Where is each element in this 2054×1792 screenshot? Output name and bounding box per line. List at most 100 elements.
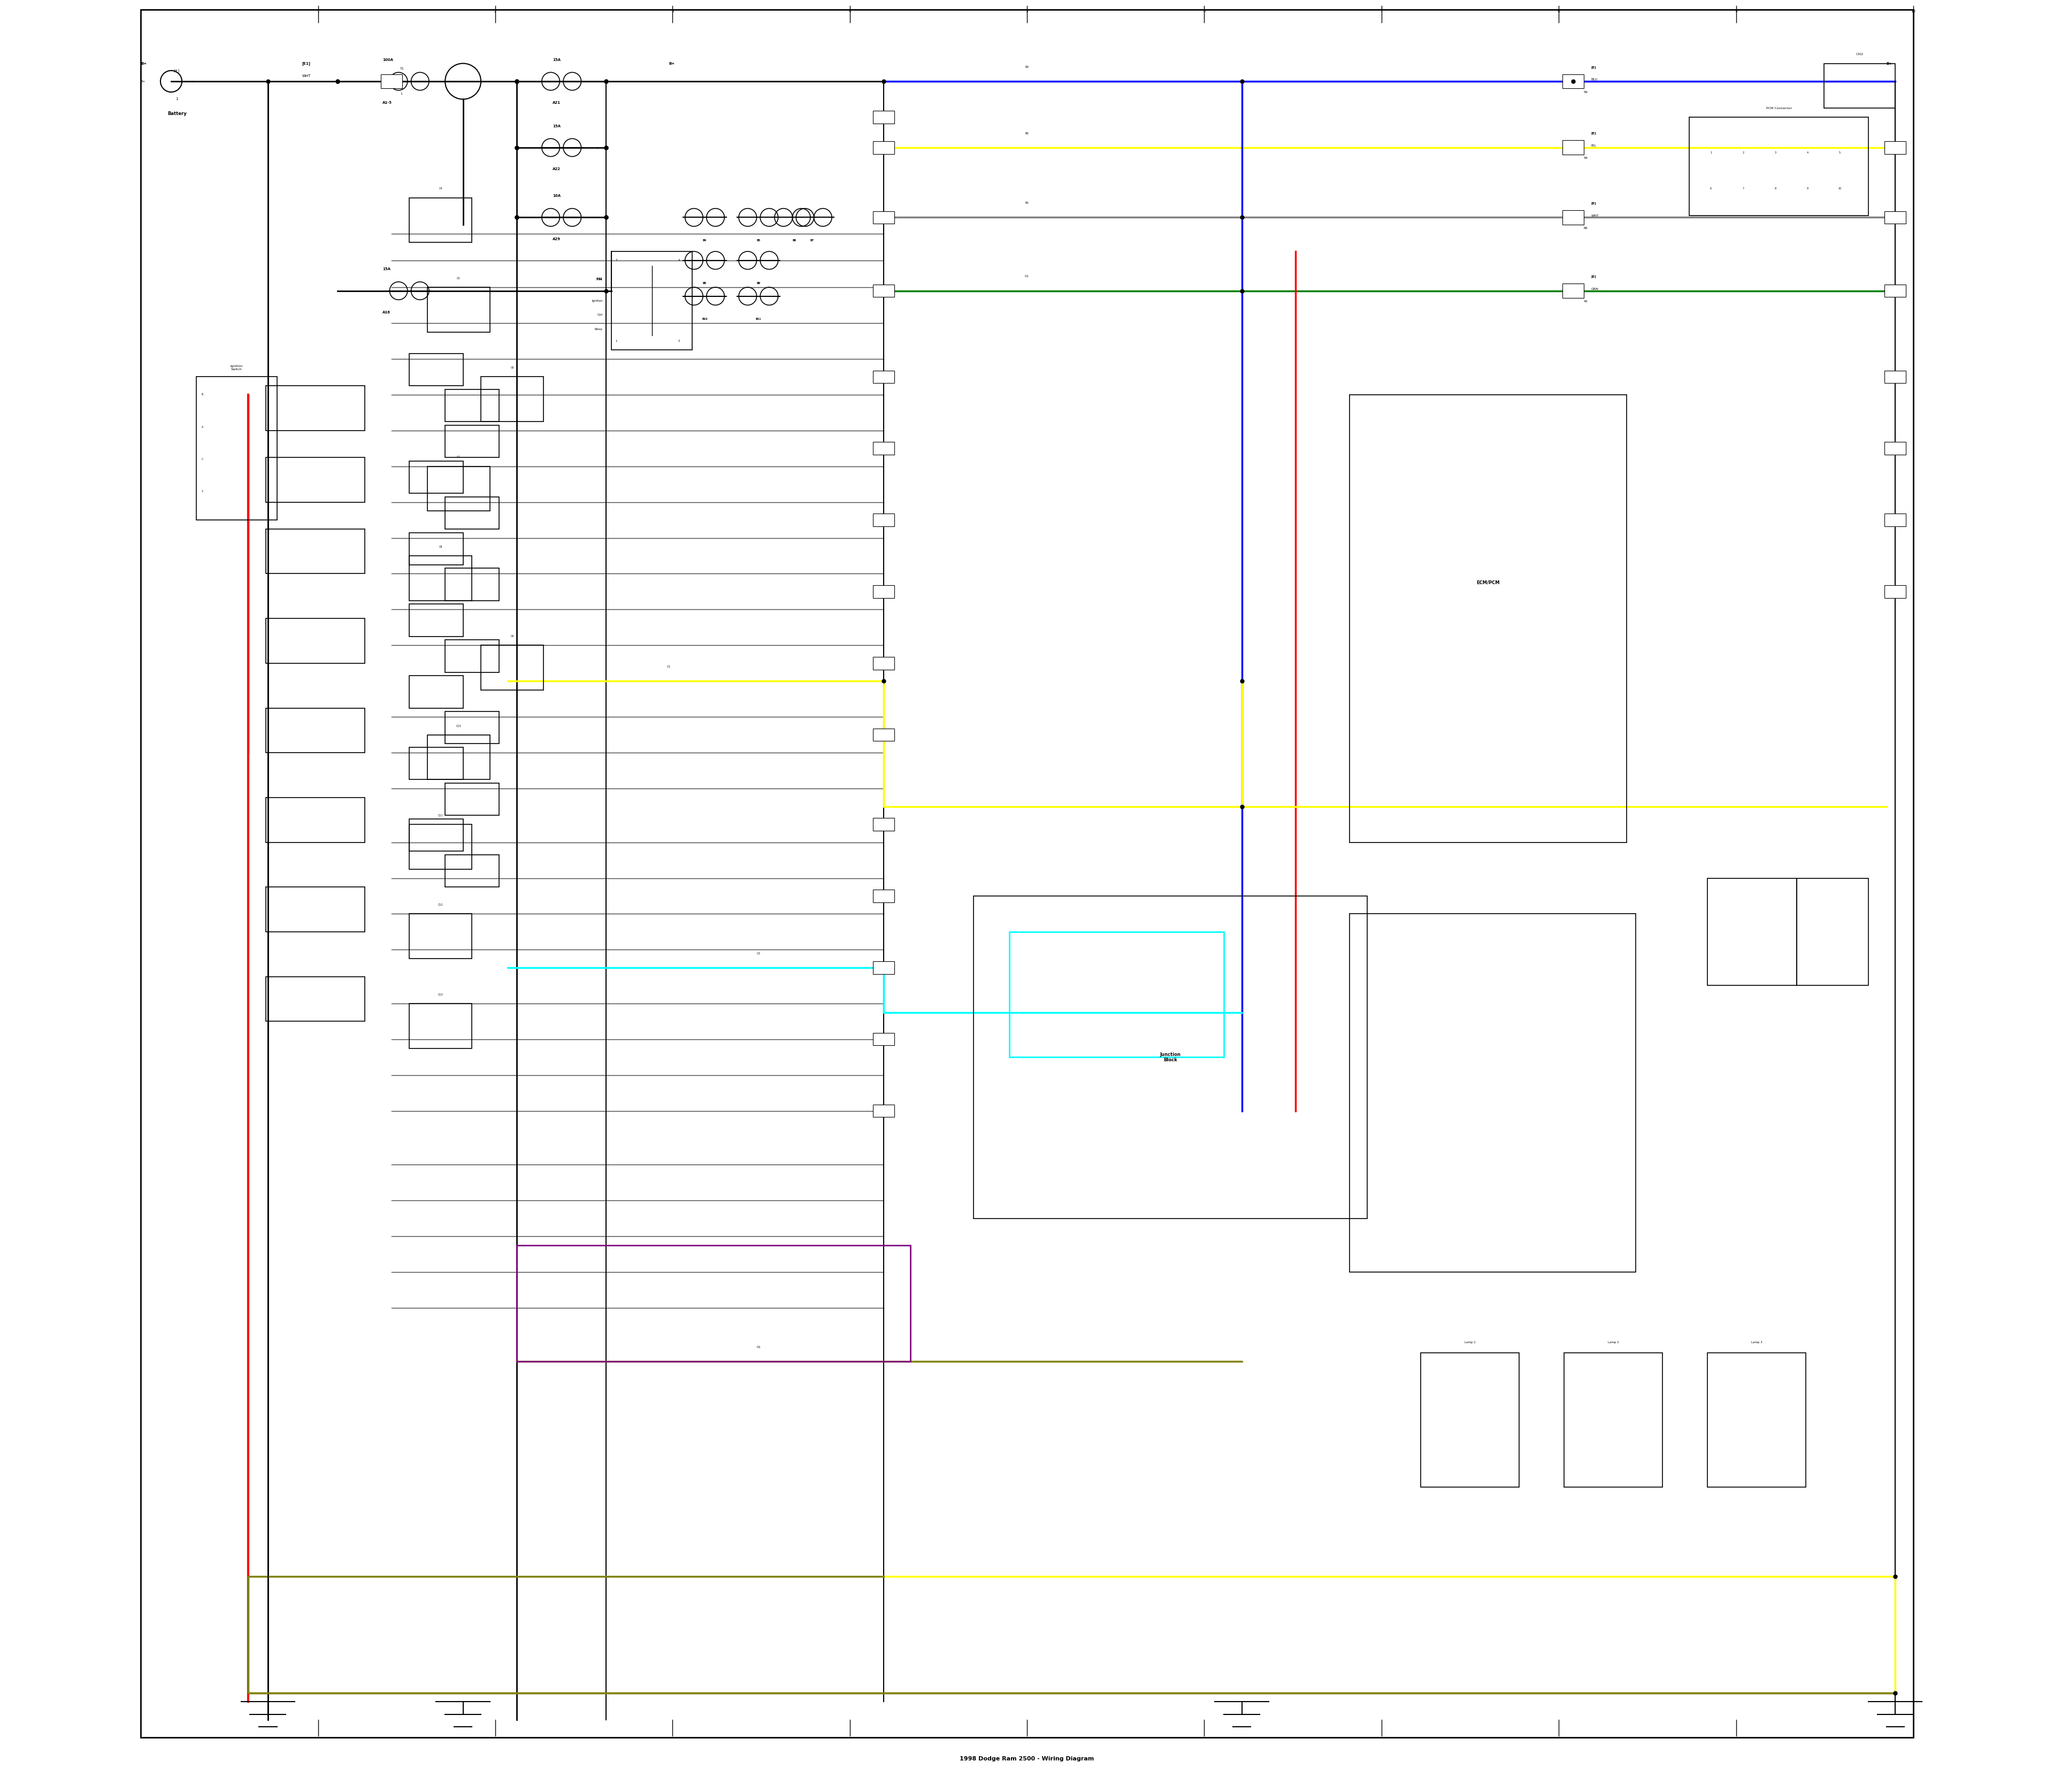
Text: 1: 1	[316, 11, 318, 13]
Text: [E]: [E]	[1592, 202, 1596, 204]
Bar	[873, 211, 893, 224]
Text: 4: 4	[848, 11, 850, 13]
Text: ECM/PCM: ECM/PCM	[1477, 581, 1499, 584]
Text: 59: 59	[1584, 91, 1588, 93]
Bar	[446, 711, 499, 744]
Text: Junction
Block: Junction Block	[1161, 1052, 1181, 1063]
Text: 10: 10	[1838, 188, 1842, 190]
Bar	[1563, 140, 1584, 154]
Bar	[267, 457, 364, 502]
Bar	[267, 385, 364, 430]
Bar	[873, 891, 893, 901]
Bar	[427, 287, 489, 332]
Bar	[267, 618, 364, 663]
Text: B3: B3	[1025, 66, 1029, 68]
Text: 5: 5	[1025, 11, 1029, 13]
Text: 15A: 15A	[553, 57, 561, 61]
Text: Ignition: Ignition	[592, 299, 602, 303]
Text: B5: B5	[756, 238, 760, 242]
Text: M4: M4	[596, 278, 602, 281]
Bar	[380, 73, 403, 88]
Text: B2: B2	[1025, 133, 1029, 134]
Bar	[1563, 73, 1584, 88]
Bar	[409, 353, 462, 385]
Bar	[1707, 878, 1797, 986]
Bar	[873, 285, 893, 297]
Text: B10: B10	[702, 317, 707, 321]
Text: C11: C11	[438, 814, 444, 817]
Text: C1: C1	[668, 665, 672, 668]
Bar	[409, 676, 462, 708]
Text: B7: B7	[809, 238, 813, 242]
Text: 15A: 15A	[382, 267, 390, 271]
Bar	[873, 1104, 893, 1116]
Bar	[409, 197, 472, 242]
Text: D1: D1	[756, 1346, 760, 1349]
Text: C12: C12	[438, 903, 444, 907]
Text: C5: C5	[456, 278, 460, 280]
Bar	[873, 111, 893, 124]
Text: C7: C7	[456, 455, 460, 459]
Bar	[1690, 116, 1869, 215]
Bar	[446, 783, 499, 815]
Text: Coil: Coil	[598, 314, 602, 317]
Bar	[409, 556, 472, 600]
Bar	[1886, 285, 1906, 297]
Bar	[1886, 514, 1906, 527]
Text: 66: 66	[1584, 228, 1588, 229]
Bar	[481, 376, 544, 421]
Bar	[1886, 371, 1906, 383]
Bar	[446, 425, 499, 457]
Bar	[409, 747, 462, 780]
Text: WHT: WHT	[1592, 215, 1598, 217]
Bar	[1886, 443, 1906, 455]
Bar	[267, 797, 364, 842]
Text: C6: C6	[511, 366, 514, 369]
Bar	[974, 896, 1368, 1219]
Text: A22: A22	[553, 167, 561, 170]
Text: Lamp 1: Lamp 1	[1465, 1340, 1475, 1344]
Bar	[427, 735, 489, 780]
Text: C4: C4	[440, 188, 442, 190]
Text: 6: 6	[1204, 11, 1206, 13]
Text: YEL: YEL	[1592, 145, 1598, 147]
Bar	[1886, 211, 1906, 224]
Bar	[267, 708, 364, 753]
Bar	[873, 961, 893, 973]
Text: 1: 1	[401, 93, 403, 95]
Text: Relay: Relay	[594, 328, 602, 332]
Text: [E]: [E]	[1592, 66, 1596, 68]
Text: B4: B4	[702, 238, 707, 242]
Text: 100A: 100A	[382, 57, 392, 61]
Text: 15A: 15A	[553, 124, 561, 127]
Text: Lamp 3: Lamp 3	[1752, 1340, 1762, 1344]
Text: 9: 9	[1736, 11, 1738, 13]
Text: B1: B1	[1025, 202, 1029, 204]
Bar	[873, 514, 893, 527]
Bar	[873, 819, 893, 831]
Bar	[1349, 394, 1627, 842]
Text: 8: 8	[1557, 11, 1559, 13]
Text: C302: C302	[1855, 54, 1863, 56]
Bar	[1563, 283, 1584, 297]
Bar	[409, 914, 472, 959]
Bar	[1563, 210, 1584, 224]
Bar	[409, 819, 462, 851]
Text: 1: 1	[175, 97, 179, 100]
Bar	[409, 1004, 472, 1048]
Bar	[446, 855, 499, 887]
Text: [E]: [E]	[1592, 133, 1596, 134]
Bar	[1824, 63, 1896, 108]
Text: A16: A16	[382, 310, 390, 314]
Text: C10: C10	[456, 724, 460, 728]
Text: 1998 Dodge Ram 2500 - Wiring Diagram: 1998 Dodge Ram 2500 - Wiring Diagram	[959, 1756, 1095, 1762]
Bar	[409, 604, 462, 636]
Text: B+: B+	[670, 61, 676, 65]
Text: 59: 59	[1584, 158, 1588, 159]
Bar	[409, 532, 462, 564]
Bar	[427, 466, 489, 511]
Text: BLU: BLU	[1592, 79, 1598, 81]
Text: [E]: [E]	[1592, 276, 1596, 278]
Bar	[267, 887, 364, 932]
Bar	[873, 658, 893, 670]
